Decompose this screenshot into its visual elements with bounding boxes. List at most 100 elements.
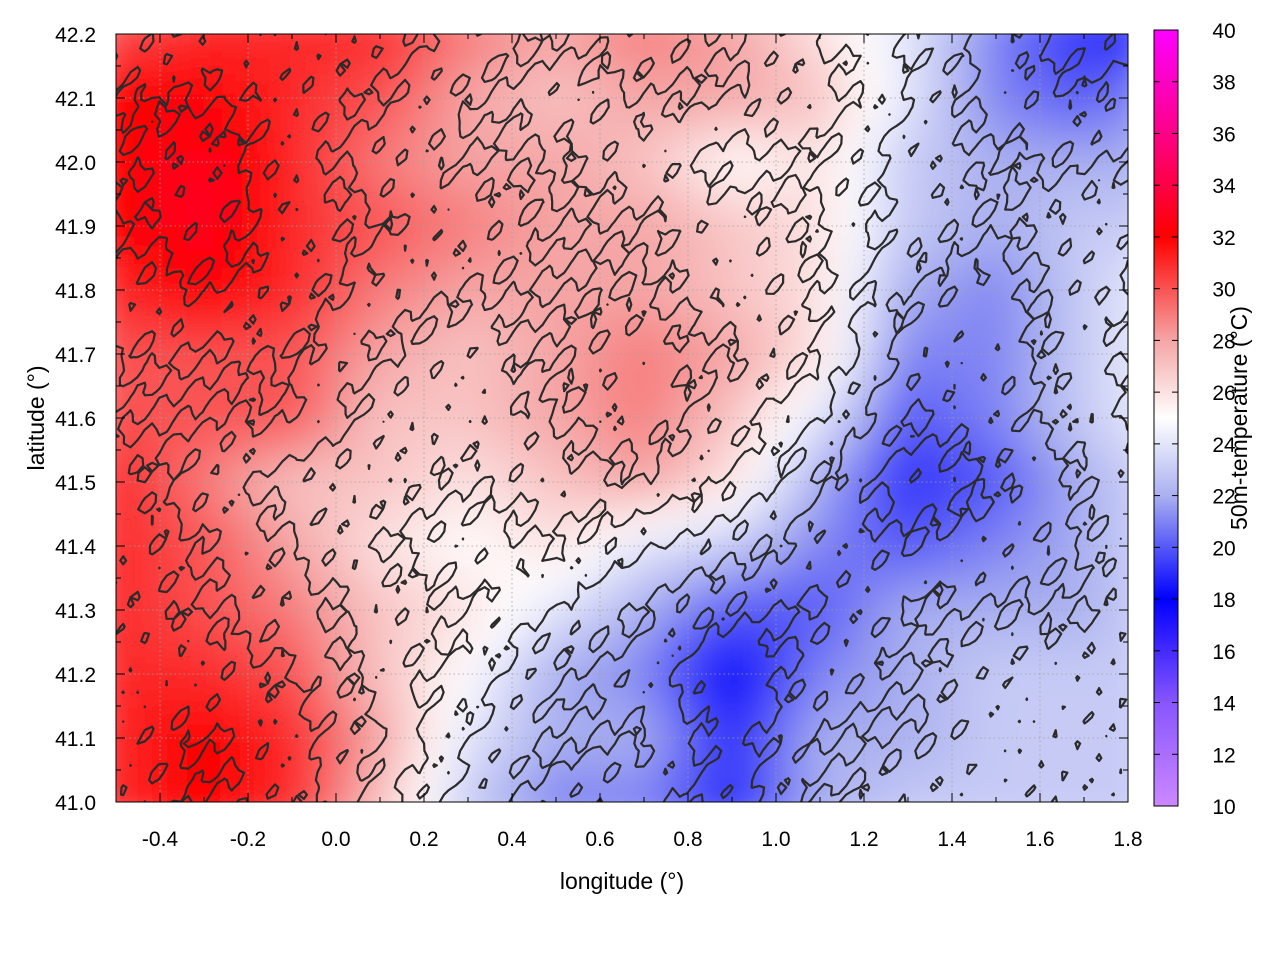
heatmap-cell — [687, 249, 711, 275]
heatmap-cell — [357, 153, 381, 179]
heatmap-cell — [291, 273, 315, 299]
heatmap-cell — [116, 537, 117, 563]
heatmap-cell — [116, 153, 117, 179]
heatmap-cell — [1083, 393, 1107, 419]
heatmap-cell — [335, 34, 359, 35]
heatmap-cell — [357, 273, 381, 299]
heatmap-cell — [423, 34, 447, 35]
heatmap-cell — [731, 249, 755, 275]
heatmap-cell — [753, 34, 777, 35]
heatmap-cell — [1039, 201, 1063, 227]
heatmap-cell — [665, 537, 689, 563]
heatmap-cell — [1039, 105, 1063, 131]
heatmap-cell — [907, 801, 931, 802]
heatmap-cell — [379, 129, 403, 155]
heatmap-cell — [203, 34, 227, 35]
x-tick-label: -0.2 — [230, 828, 266, 851]
heatmap-cell — [137, 801, 161, 802]
heatmap-cell — [335, 801, 359, 802]
y-tick-label: 41.2 — [55, 664, 96, 687]
heatmap-cell — [995, 34, 1019, 35]
heatmap-cell — [1083, 34, 1107, 35]
heatmap-cell — [621, 633, 645, 659]
heatmap-cell — [929, 153, 953, 179]
heatmap-cell — [599, 393, 623, 419]
heatmap-cell — [907, 441, 931, 467]
heatmap-cell — [841, 441, 865, 467]
heatmap-cell — [797, 633, 821, 659]
heatmap-cell — [533, 34, 557, 35]
heatmap-cell — [357, 801, 381, 802]
heatmap-cell — [379, 105, 403, 131]
x-tick-label: 1.4 — [937, 828, 967, 851]
heatmap-cell — [863, 249, 887, 275]
heatmap-cell — [577, 81, 601, 107]
heatmap-cell — [687, 273, 711, 299]
heatmap-cell — [621, 34, 645, 59]
heatmap-cell — [335, 777, 359, 802]
heatmap-cell — [995, 34, 1019, 59]
heatmap-cell — [819, 249, 843, 275]
colorbar-tick-label: 34 — [1212, 175, 1236, 198]
heatmap-cell — [116, 801, 139, 802]
heatmap-cell — [489, 34, 513, 35]
heatmap-cell — [555, 585, 579, 611]
heatmap-cell — [401, 609, 425, 635]
heatmap-cell — [775, 801, 799, 802]
heatmap-cell — [951, 681, 975, 707]
y-tick-label: 41.1 — [55, 728, 96, 751]
heatmap-cell — [203, 465, 227, 491]
heatmap-cell — [116, 297, 117, 323]
heatmap-cell — [445, 57, 469, 83]
heatmap-cell — [797, 81, 821, 107]
heatmap-cell — [137, 297, 161, 323]
heatmap-cell — [1105, 801, 1128, 802]
heatmap-cell — [335, 705, 359, 731]
heatmap-cell — [709, 681, 733, 707]
heatmap-cell — [423, 321, 447, 347]
heatmap-cell — [907, 489, 931, 515]
heatmap-cell — [665, 345, 689, 371]
heatmap-cell — [621, 369, 645, 395]
heatmap-cell — [401, 273, 425, 299]
heatmap-cell — [1061, 681, 1085, 707]
heatmap-cell — [907, 105, 931, 131]
heatmap-cell — [533, 105, 557, 131]
heatmap-cell — [687, 177, 711, 203]
heatmap-cell — [116, 513, 117, 539]
heatmap-cell — [973, 441, 997, 467]
heatmap-cell — [885, 465, 909, 491]
heatmap-cell — [203, 34, 227, 59]
heatmap-cell — [1017, 705, 1041, 731]
heatmap-cell — [291, 225, 315, 251]
heatmap-cell — [731, 753, 755, 779]
heatmap-cell — [929, 321, 953, 347]
heatmap-cell — [511, 369, 535, 395]
heatmap-cell — [489, 393, 513, 419]
heatmap-cell — [159, 729, 183, 755]
heatmap-cell — [116, 657, 117, 683]
heatmap-cell — [335, 465, 359, 491]
heatmap-cell — [467, 753, 491, 779]
heatmap-cell — [137, 633, 161, 659]
heatmap-cell — [247, 609, 271, 635]
heatmap-cell — [291, 609, 315, 635]
heatmap-cell — [687, 81, 711, 107]
heatmap-cell — [687, 225, 711, 251]
heatmap-cell — [1083, 441, 1107, 467]
heatmap-cell — [181, 153, 205, 179]
heatmap-cell — [159, 129, 183, 155]
heatmap-cell — [929, 105, 953, 131]
heatmap-cell — [731, 129, 755, 155]
heatmap-cell — [775, 249, 799, 275]
heatmap-cell — [379, 321, 403, 347]
heatmap-cell — [401, 57, 425, 83]
heatmap-cell — [225, 34, 249, 59]
heatmap-cell — [885, 57, 909, 83]
heatmap-cell — [357, 297, 381, 323]
heatmap-cell — [1105, 34, 1128, 35]
heatmap-cell — [819, 537, 843, 563]
heatmap-cell — [1127, 393, 1128, 419]
heatmap-cell — [445, 153, 469, 179]
